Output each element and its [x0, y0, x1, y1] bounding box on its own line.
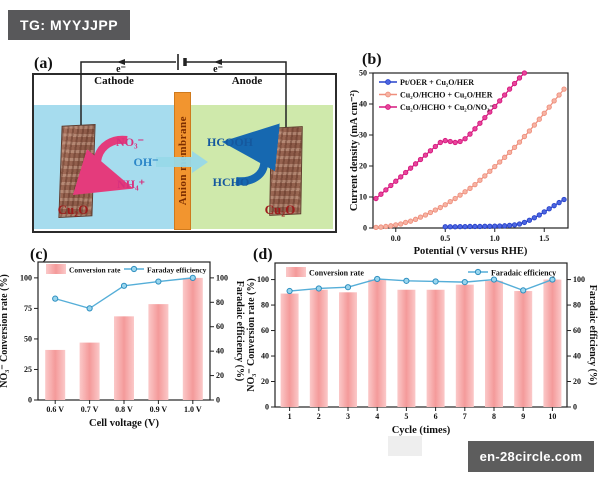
- svg-text:2: 2: [317, 412, 321, 421]
- svg-text:80: 80: [261, 301, 269, 310]
- anion-membrane: Anion membrane: [174, 92, 191, 230]
- svg-text:100: 100: [216, 273, 228, 282]
- svg-text:40: 40: [261, 352, 269, 361]
- svg-text:60: 60: [261, 326, 269, 335]
- svg-text:10: 10: [359, 193, 367, 202]
- svg-text:0.6 V: 0.6 V: [46, 405, 64, 414]
- cathode-label: Cathode: [94, 75, 134, 87]
- svg-text:60: 60: [573, 326, 581, 335]
- svg-text:50: 50: [359, 69, 367, 78]
- svg-text:100: 100: [20, 273, 32, 282]
- voltage-performance-chart: 0 25 50 75 100 0 20 40 60 80 100 0.6 V 0.7 V 0.8 V 0.9…: [0, 261, 245, 429]
- battery-icon: [177, 54, 187, 70]
- svg-text:0: 0: [216, 396, 220, 405]
- electrolyzer-diagram: Anion membrane: [28, 50, 340, 236]
- watermark-artifact: [388, 436, 422, 456]
- svg-text:Faradaic efficiency: Faradaic efficiency: [491, 269, 556, 278]
- svg-text:Faraday efficiency: Faraday efficiency: [147, 266, 207, 275]
- svg-text:Current density (mA cm⁻²): Current density (mA cm⁻²): [350, 89, 360, 211]
- svg-text:20: 20: [261, 377, 269, 386]
- svg-text:Pt/OER + Cu₂O/HER: Pt/OER + Cu₂O/HER: [400, 78, 474, 87]
- svg-text:0.0: 0.0: [391, 234, 401, 243]
- svg-text:0: 0: [265, 403, 269, 412]
- svg-text:NO₃⁻ Conversion rate (%): NO₃⁻ Conversion rate (%): [246, 278, 257, 392]
- svg-text:7: 7: [463, 412, 467, 421]
- svg-text:6: 6: [434, 412, 438, 421]
- panel-a-label: (a): [34, 55, 53, 72]
- svg-text:40: 40: [359, 100, 367, 109]
- svg-text:80: 80: [573, 301, 581, 310]
- svg-text:40: 40: [216, 347, 224, 356]
- ammonium-label: NH₄⁺: [117, 177, 145, 191]
- lsv-chart: 0.0 0.5 1.0 1.5 0 10 20 30 40 50 Potential (V vers…: [350, 69, 569, 257]
- svg-text:Cu₂O/HCHO + Cu₂O/NO₃⁻: Cu₂O/HCHO + Cu₂O/NO₃⁻: [400, 103, 494, 112]
- svg-text:75: 75: [24, 304, 32, 313]
- watermark-badge-bottom: en-28circle.com: [468, 441, 594, 472]
- svg-text:80: 80: [216, 298, 224, 307]
- svg-text:1.0 V: 1.0 V: [184, 405, 202, 414]
- svg-text:Cell voltage (V): Cell voltage (V): [89, 418, 159, 429]
- svg-text:Faradaic efficiency (%): Faradaic efficiency (%): [234, 281, 245, 382]
- svg-text:Conversion rate: Conversion rate: [69, 266, 121, 275]
- svg-text:9: 9: [521, 412, 525, 421]
- svg-text:Cycle (times): Cycle (times): [392, 425, 451, 436]
- svg-text:0.5: 0.5: [440, 234, 450, 243]
- svg-text:5: 5: [404, 412, 408, 421]
- svg-text:0.7 V: 0.7 V: [81, 405, 99, 414]
- hydroxide-label: OH⁻: [133, 155, 159, 169]
- svg-text:1: 1: [288, 412, 292, 421]
- svg-text:40: 40: [573, 352, 581, 361]
- panel-c-label: (c): [30, 246, 48, 263]
- svg-text:20: 20: [359, 162, 367, 171]
- svg-text:3: 3: [346, 412, 350, 421]
- svg-text:0.9 V: 0.9 V: [150, 405, 168, 414]
- svg-text:10: 10: [548, 412, 556, 421]
- svg-text:25: 25: [24, 365, 32, 374]
- nitrate-label: NO₃⁻: [116, 135, 144, 149]
- svg-text:Faradaic efficiency (%): Faradaic efficiency (%): [587, 285, 598, 386]
- svg-text:8: 8: [492, 412, 496, 421]
- svg-text:20: 20: [216, 371, 224, 380]
- svg-text:4: 4: [375, 412, 379, 421]
- anolyte-solution: [180, 105, 333, 229]
- svg-text:100: 100: [573, 275, 585, 284]
- anion-membrane-label: Anion membrane: [176, 116, 189, 206]
- svg-text:Conversion rate: Conversion rate: [309, 269, 364, 278]
- formic-acid-label: HCOOH: [206, 135, 253, 149]
- svg-text:50: 50: [24, 334, 32, 343]
- svg-text:Cu₂O/HCHO + Cu₂O/HER: Cu₂O/HCHO + Cu₂O/HER: [400, 90, 493, 99]
- svg-text:1.5: 1.5: [539, 234, 549, 243]
- svg-text:100: 100: [257, 275, 269, 284]
- cycle-stability-chart: 0 20 40 60 80 100 0 20 40 60 80 100 1 2 3 4 5 6 7 8 9 10 Cycle…: [246, 262, 598, 436]
- svg-text:60: 60: [216, 322, 224, 331]
- cathode-material-label: Cu₂O: [57, 202, 89, 217]
- anode-label: Anode: [231, 75, 263, 87]
- electron-label-left: e⁻: [116, 64, 126, 75]
- svg-text:0: 0: [28, 396, 32, 405]
- electron-label-right: e⁻: [213, 64, 223, 75]
- panel-d-label: (d): [253, 246, 273, 263]
- svg-text:NO₃⁻ Conversion rate (%): NO₃⁻ Conversion rate (%): [0, 274, 10, 388]
- svg-text:1.0: 1.0: [490, 234, 500, 243]
- svg-text:0.8 V: 0.8 V: [115, 405, 133, 414]
- svg-text:0: 0: [363, 224, 367, 233]
- panel-b-label: (b): [362, 51, 382, 68]
- svg-text:0: 0: [573, 403, 577, 412]
- watermark-badge-top: TG: MYYJJPP: [8, 10, 130, 40]
- svg-text:Potential (V versus RHE): Potential (V versus RHE): [414, 246, 528, 257]
- svg-text:30: 30: [359, 131, 367, 140]
- anode-material-label: Cu₂O: [264, 202, 296, 217]
- formaldehyde-label: HCHO: [212, 175, 250, 189]
- svg-text:20: 20: [573, 377, 581, 386]
